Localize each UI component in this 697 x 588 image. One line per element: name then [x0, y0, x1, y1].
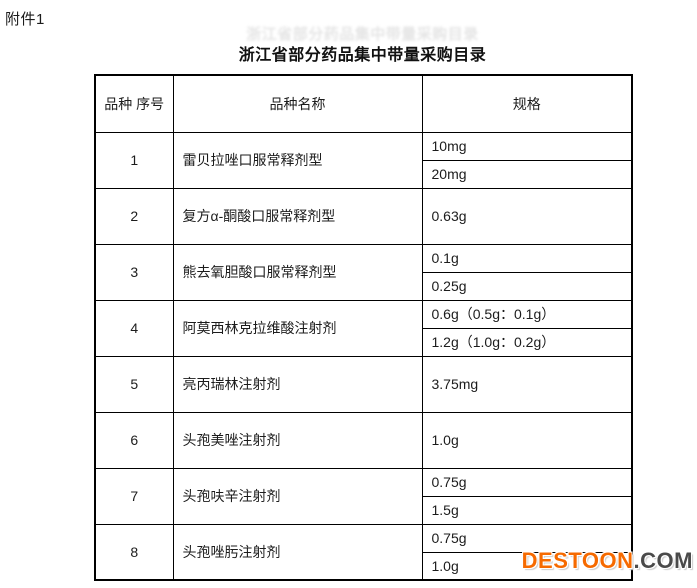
page-title: 浙江省部分药品集中带量采购目录 [238, 47, 487, 64]
spec-cell: 0.1g [421, 243, 633, 273]
row-no-cell: 1 [94, 131, 174, 189]
row-no-cell: 6 [94, 411, 174, 469]
table-row: 5 亮丙瑞林注射剂 3.75mg [94, 355, 633, 413]
spec-cell: 0.75g [421, 523, 633, 553]
row-no-cell: 7 [94, 467, 174, 525]
table-row: 1 雷贝拉唑口服常释剂型 10mg [94, 131, 633, 189]
spec-cell: 0.63g [421, 187, 633, 245]
spec-cell: 0.25g [421, 271, 633, 301]
row-name-cell: 雷贝拉唑口服常释剂型 [172, 131, 423, 189]
table-row: 2 复方α-酮酸口服常释剂型 0.63g [94, 187, 633, 245]
header-spec: 规格 [421, 74, 633, 133]
spec-cell: 10mg [421, 131, 633, 161]
table-subrow: 1.0g [95, 551, 633, 581]
watermark-suffix-text: .COM [633, 548, 693, 573]
header-variety-name: 品种名称 [172, 74, 423, 133]
spec-cell: 1.5g [421, 495, 633, 525]
row-name-cell: 头孢呋辛注射剂 [172, 467, 423, 525]
table-row: 4 阿莫西林克拉维酸注射剂 0.6g（0.5g：0.1g） [94, 299, 633, 357]
table-row: 6 头孢美唑注射剂 1.0g [94, 411, 633, 469]
table-row: 3 熊去氧胆酸口服常释剂型 0.1g [94, 243, 633, 301]
row-name-cell: 头孢美唑注射剂 [172, 411, 423, 469]
destoon-watermark: DESTOON.COM [522, 548, 693, 574]
row-no-cell: 3 [94, 243, 174, 301]
spec-cell: 0.75g [421, 467, 633, 497]
attachment-label: 附件1 [5, 11, 45, 28]
table-subrow: 1.5g [95, 495, 633, 525]
row-no-cell: 4 [94, 299, 174, 357]
header-variety-no: 品种 序号 [94, 74, 174, 133]
row-name-cell: 复方α-酮酸口服常释剂型 [172, 187, 423, 245]
table-subrow: 0.25g [95, 271, 633, 301]
row-no-cell: 5 [94, 355, 174, 413]
row-name-cell: 亮丙瑞林注射剂 [172, 355, 423, 413]
row-name-cell: 阿莫西林克拉维酸注射剂 [172, 299, 423, 357]
spec-cell: 1.2g（1.0g：0.2g） [421, 327, 633, 357]
spec-cell: 3.75mg [421, 355, 633, 413]
spec-cell: 1.0g [421, 411, 633, 469]
table-subrow: 1.2g（1.0g：0.2g） [95, 327, 633, 357]
row-no-cell: 8 [94, 523, 174, 581]
table-header-row: 品种 序号 品种名称 规格 [94, 74, 633, 133]
row-name-cell: 熊去氧胆酸口服常释剂型 [172, 243, 423, 301]
table-subrow: 20mg [95, 159, 633, 189]
spec-cell: 20mg [421, 159, 633, 189]
spec-cell: 0.6g（0.5g：0.1g） [421, 299, 633, 329]
row-no-cell: 2 [94, 187, 174, 245]
table-row: 7 头孢呋辛注射剂 0.75g [94, 467, 633, 525]
watermark-brand-text: DESTOON [521, 548, 634, 573]
spec-cell: 1.0g [421, 551, 633, 581]
procurement-catalog-table: 品种 序号 品种名称 规格 1 雷贝拉唑口服常释剂型 10mg 20mg 2 复… [94, 74, 633, 581]
table-row: 8 头孢唑肟注射剂 0.75g [94, 523, 633, 581]
row-name-cell: 头孢唑肟注射剂 [172, 523, 423, 581]
